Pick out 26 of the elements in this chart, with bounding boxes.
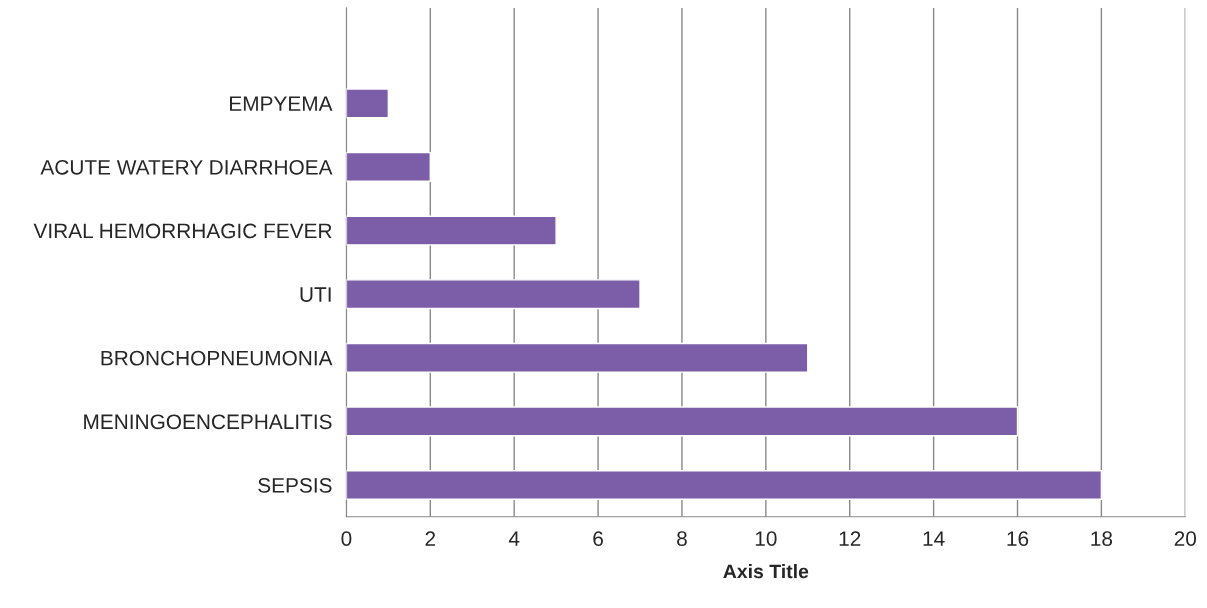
x-tick-label: 14 (923, 531, 945, 546)
x-tick-label: 4 (508, 531, 520, 546)
y-tick-label: EMPYEMA (230, 96, 333, 111)
x-tick-label: 20 (1174, 531, 1197, 546)
x-tick-label: 8 (677, 531, 687, 546)
bar (346, 215, 557, 246)
bar (346, 279, 641, 310)
x-tick-label: 12 (839, 531, 861, 546)
y-tick-label: UTI (300, 287, 331, 302)
bar (346, 406, 1019, 437)
bar (346, 88, 390, 119)
x-tick-label: 6 (593, 531, 603, 546)
bar (346, 342, 809, 373)
x-tick-label: 0 (341, 531, 352, 546)
y-tick-label: VIRAL HEMORRHAGIC FEVER (33, 223, 332, 239)
y-tick-label: BRONCHOPNEUMONIA (101, 350, 333, 366)
bar (346, 469, 1103, 501)
x-tick-label: 10 (755, 531, 777, 546)
y-tick-label: MENINGOENCEPHALITIS (84, 414, 332, 430)
y-tick-label: SEPSIS (258, 478, 332, 493)
x-tick-label: 2 (425, 531, 436, 546)
x-tick-label: 18 (1091, 531, 1113, 546)
x-tick-label: 16 (1007, 531, 1029, 546)
x-axis-title: Axis Title (723, 564, 809, 579)
bar (346, 151, 431, 182)
y-tick-label: ACUTE WATERY DIARRHOEA (40, 159, 333, 175)
